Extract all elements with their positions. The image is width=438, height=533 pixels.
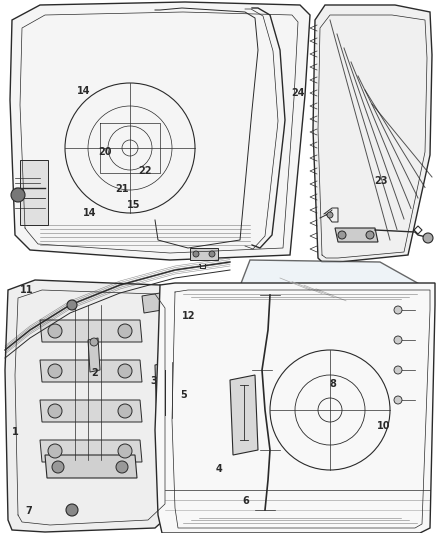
Text: 11: 11 [21, 286, 34, 295]
Text: 1: 1 [12, 427, 19, 437]
Text: 4: 4 [215, 464, 223, 474]
Circle shape [90, 338, 98, 346]
Text: 6: 6 [242, 496, 249, 506]
Circle shape [48, 444, 62, 458]
Polygon shape [45, 455, 137, 478]
Circle shape [366, 231, 374, 239]
Circle shape [118, 404, 132, 418]
Text: 15: 15 [127, 200, 140, 210]
Polygon shape [5, 280, 175, 532]
Circle shape [394, 366, 402, 374]
Circle shape [48, 324, 62, 338]
Polygon shape [40, 320, 142, 342]
Circle shape [118, 324, 132, 338]
Circle shape [116, 461, 128, 473]
Text: 3: 3 [150, 376, 157, 386]
Circle shape [48, 404, 62, 418]
Circle shape [118, 364, 132, 378]
Polygon shape [200, 260, 430, 400]
Circle shape [52, 461, 64, 473]
Text: 20: 20 [99, 147, 112, 157]
Polygon shape [20, 160, 48, 225]
Circle shape [48, 364, 62, 378]
Text: 14: 14 [77, 86, 90, 95]
Text: 21: 21 [115, 184, 128, 194]
Text: 14: 14 [83, 208, 96, 218]
Text: 8: 8 [329, 379, 336, 389]
Circle shape [11, 188, 25, 202]
Text: 12: 12 [182, 311, 195, 320]
Polygon shape [10, 2, 310, 260]
Polygon shape [190, 248, 218, 260]
Polygon shape [40, 440, 142, 462]
Polygon shape [155, 283, 435, 533]
Text: 24: 24 [291, 88, 304, 98]
Polygon shape [155, 360, 182, 425]
Circle shape [394, 396, 402, 404]
Circle shape [423, 233, 433, 243]
Polygon shape [88, 338, 100, 372]
Circle shape [327, 212, 333, 218]
Text: 23: 23 [374, 176, 388, 186]
Circle shape [118, 444, 132, 458]
Polygon shape [230, 375, 258, 455]
Polygon shape [40, 360, 142, 382]
Polygon shape [142, 293, 162, 313]
Text: 5: 5 [180, 391, 187, 400]
Circle shape [209, 251, 215, 257]
Text: 2: 2 [91, 368, 98, 378]
Circle shape [394, 306, 402, 314]
Circle shape [193, 251, 199, 257]
Polygon shape [335, 228, 378, 242]
Text: 7: 7 [25, 506, 32, 515]
Circle shape [338, 231, 346, 239]
Polygon shape [313, 5, 432, 262]
Text: 10: 10 [377, 422, 390, 431]
Circle shape [394, 336, 402, 344]
Circle shape [66, 504, 78, 516]
Circle shape [67, 300, 77, 310]
Polygon shape [40, 400, 142, 422]
Text: 22: 22 [138, 166, 151, 175]
